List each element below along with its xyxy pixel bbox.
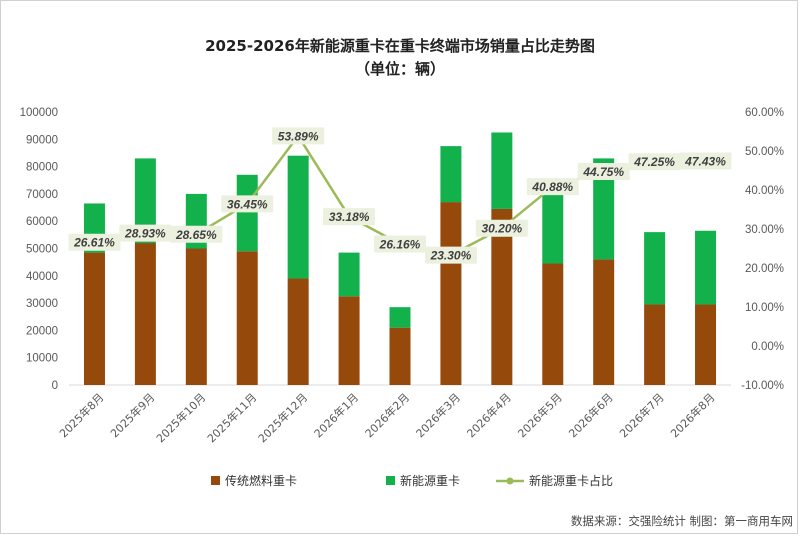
share-label-box xyxy=(272,127,325,145)
share-data-label: 26.61% xyxy=(73,236,115,250)
share-label-box xyxy=(68,233,121,251)
x-tick-label: 2026年2月 xyxy=(362,390,412,440)
y-left-tick-label: 60000 xyxy=(26,216,58,228)
share-label-box xyxy=(323,208,376,226)
bar-new-energy xyxy=(134,158,156,244)
bar-traditional-fuel xyxy=(83,252,105,385)
bar-traditional-fuel xyxy=(134,243,156,385)
bars-group xyxy=(83,132,717,385)
bar-traditional-fuel xyxy=(287,278,309,385)
bar-traditional-fuel xyxy=(542,263,564,385)
x-tick-label: 2025年8月 xyxy=(56,390,106,440)
bar-traditional-fuel xyxy=(185,248,207,385)
y-left-tick-label: 70000 xyxy=(26,189,58,201)
chart-subtitle: （单位：辆） xyxy=(355,60,445,78)
y-right-tick-label: 10.00% xyxy=(745,302,784,314)
x-tick-label: 2026年5月 xyxy=(515,390,565,440)
share-data-label: 26.16% xyxy=(379,237,421,251)
bar-traditional-fuel xyxy=(389,327,411,385)
y-left-tick-label: 80000 xyxy=(26,162,58,174)
share-label-box xyxy=(170,225,223,243)
bar-new-energy xyxy=(491,132,513,209)
x-tick-label: 2026年8月 xyxy=(667,390,717,440)
share-data-label: 30.20% xyxy=(481,222,522,236)
share-data-label: 40.88% xyxy=(531,180,573,194)
share-data-label: 47.25% xyxy=(633,155,675,169)
y-right-tick-label: 40.00% xyxy=(745,185,784,197)
y-right-tick-label: -10.00% xyxy=(741,380,784,392)
data-source-note: 数据来源：交强险统计 制图：第一商用车网 xyxy=(571,514,793,528)
legend: 传统燃料重卡 新能源重卡 新能源重卡占比 xyxy=(211,473,613,488)
legend-swatch-traditional xyxy=(211,476,220,485)
share-data-label: 23.30% xyxy=(430,249,472,263)
share-data-label: 28.65% xyxy=(175,228,217,242)
y-left-tick-label: 10000 xyxy=(26,353,58,365)
left-axis: 0 10000 20000 30000 40000 50000 60000 70000 8000… xyxy=(20,107,58,392)
y-right-tick-label: 0.00% xyxy=(751,341,784,353)
y-left-tick-label: 100000 xyxy=(20,107,58,119)
share-data-label: 47.43% xyxy=(684,155,726,169)
x-tick-label: 2026年4月 xyxy=(464,390,514,440)
x-tick-label: 2025年9月 xyxy=(107,390,157,440)
bar-traditional-fuel xyxy=(440,202,462,385)
share-data-label: 53.89% xyxy=(278,129,319,143)
bar-new-energy xyxy=(644,232,666,305)
bar-traditional-fuel xyxy=(695,304,717,385)
y-left-tick-label: 50000 xyxy=(26,244,58,256)
share-label-box xyxy=(374,235,426,253)
share-data-label: 36.45% xyxy=(227,197,268,211)
share-label-box xyxy=(628,153,681,171)
y-left-tick-label: 0 xyxy=(52,380,58,392)
share-label-box xyxy=(221,195,274,213)
y-left-tick-label: 30000 xyxy=(26,298,58,310)
x-tick-label: 2026年3月 xyxy=(413,390,463,440)
share-data-label: 28.93% xyxy=(124,227,166,241)
share-label-box xyxy=(119,224,172,242)
legend-swatch-new-energy xyxy=(386,476,395,485)
bar-new-energy xyxy=(593,158,615,260)
chart-title: 2025-2026年新能源重卡在重卡终端市场销量占比走势图 xyxy=(205,37,595,55)
x-tick-label: 2026年1月 xyxy=(311,390,361,440)
y-left-tick-label: 90000 xyxy=(26,134,58,146)
legend-swatch-share-marker xyxy=(506,477,514,485)
legend-label-share: 新能源重卡占比 xyxy=(529,473,613,488)
bar-traditional-fuel xyxy=(593,259,615,385)
share-label-box xyxy=(577,162,630,180)
bar-traditional-fuel xyxy=(338,296,360,385)
bar-traditional-fuel xyxy=(236,251,258,385)
share-label-box xyxy=(526,178,579,196)
y-left-tick-label: 20000 xyxy=(26,325,58,337)
bar-new-energy xyxy=(542,192,564,264)
x-tick-label: 2025年11月 xyxy=(204,390,259,445)
bar-traditional-fuel xyxy=(644,304,666,385)
share-line-group: 26.61% 28.93% 28.65% 36.45% 53.89% 33.18% 26.1… xyxy=(68,127,732,264)
bar-new-energy xyxy=(287,155,309,279)
x-tick-label: 2025年10月 xyxy=(153,390,208,445)
x-tick-label: 2026年6月 xyxy=(566,390,616,440)
y-right-tick-label: 30.00% xyxy=(745,224,784,236)
bar-new-energy xyxy=(389,307,411,328)
legend-label-new-energy: 新能源重卡 xyxy=(400,473,460,488)
bar-new-energy xyxy=(695,230,717,305)
y-right-tick-label: 50.00% xyxy=(745,146,784,158)
legend-label-traditional: 传统燃料重卡 xyxy=(225,473,297,488)
share-label-box xyxy=(475,219,528,237)
share-label-box xyxy=(424,246,477,264)
bar-new-energy xyxy=(440,146,462,203)
y-left-tick-label: 40000 xyxy=(26,271,58,283)
bar-new-energy xyxy=(338,252,360,297)
right-axis: -10.00% 0.00% 10.00% 20.00% 30.00% 40.00% 50.0… xyxy=(741,107,784,392)
y-right-tick-label: 20.00% xyxy=(745,263,784,275)
bar-traditional-fuel xyxy=(491,208,513,385)
bar-new-energy xyxy=(236,174,258,252)
x-tick-label: 2025年12月 xyxy=(255,390,310,445)
share-data-label: 33.18% xyxy=(329,210,370,224)
share-data-label: 44.75% xyxy=(582,165,624,179)
y-right-tick-label: 60.00% xyxy=(745,107,784,119)
share-label-box xyxy=(679,152,732,170)
x-tick-label: 2026年7月 xyxy=(617,390,667,440)
